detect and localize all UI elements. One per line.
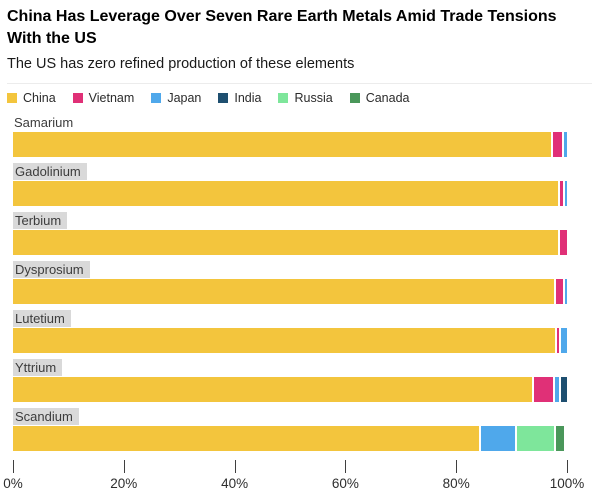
bar-segment-japan [481,426,518,452]
category-label-line: Samarium [13,114,567,131]
chart-row: Samarium [13,114,567,158]
bar-track [13,426,567,452]
bar-segment-vietnam [557,328,562,354]
category-label: Samarium [14,115,74,131]
legend-swatch-icon [7,93,17,104]
legend-label: Canada [365,91,410,106]
category-label-line: Scandium [13,408,567,426]
bar-segment-china [13,279,556,305]
header-divider [7,83,592,85]
axis-tick-label: 40% [221,476,249,492]
axis-tick [345,460,347,474]
legend-label: India [234,91,262,106]
bar-segment-vietnam [552,132,565,158]
axis-tick-label: 20% [110,476,138,492]
bar-segment-japan [555,377,561,403]
legend-swatch-icon [72,93,83,104]
bar-track [13,230,567,256]
legend-item-china: China [7,91,56,105]
bar-segment-japan [564,279,567,305]
axis-tick-label: 0% [3,476,23,492]
chart-title: China Has Leverage Over Seven Rare Earth… [7,8,557,47]
chart-row: Yttrium [13,359,567,403]
bar-segment-russia [517,426,556,452]
chart-row: Terbium [13,212,567,256]
category-label-line: Yttrium [13,359,567,377]
legend-swatch-icon [278,93,289,104]
bar-segment-china [13,377,534,403]
bar-segment-japan [564,181,567,207]
x-axis: 0% 20% 40% 60% 80% 100% [3,460,584,496]
axis-tick-label: 60% [331,476,359,492]
legend-label: China [23,91,56,106]
category-label-line: Terbium [13,212,567,230]
axis-tick-label: 80% [442,476,470,492]
bar-segment-china [13,328,558,354]
category-label: Scandium [13,408,79,426]
chart-rows: Samarium Gadolinium Terbium Dysprosium Lutet… [13,114,567,452]
chart-area: Samarium Gadolinium Terbium Dysprosium Lutet… [3,114,592,496]
axis-tick [123,460,125,474]
bar-track [13,328,567,354]
category-label-line: Gadolinium [13,163,567,181]
legend-swatch-icon [151,93,162,104]
bar-segment-vietnam [533,377,556,403]
category-label: Dysprosium [13,261,90,279]
legend-label: Vietnam [88,91,135,106]
axis-tick-label: 100% [549,476,585,492]
bar-segment-india [560,377,567,403]
category-label: Gadolinium [13,163,87,181]
chart-row: Scandium [13,408,567,452]
legend-label: Japan [167,91,202,106]
legend-item-canada: Canada [349,91,410,106]
bar-segment-vietnam [555,279,565,305]
bar-segment-vietnam [560,230,567,256]
axis-tick [234,460,236,474]
bar-segment-vietnam [560,181,565,207]
chart-row: Dysprosium [13,261,567,305]
bar-track [13,377,567,403]
bar-segment-china [13,426,482,452]
legend-item-india: India [218,91,261,105]
category-label: Yttrium [13,359,63,377]
chart-row: Lutetium [13,310,567,354]
bar-segment-china [13,132,553,158]
bar-segment-japan [561,328,567,354]
category-label: Terbium [13,212,68,230]
legend-swatch-icon [218,93,229,104]
category-label-line: Dysprosium [13,261,567,279]
legend-item-vietnam: Vietnam [72,91,135,106]
bar-segment-canada [555,426,565,452]
legend-swatch-icon [349,93,360,104]
axis-tick [567,460,568,474]
axis-tick [456,460,458,474]
bar-track [13,181,567,207]
bar-track [13,279,567,305]
chart-subtitle: The US has zero refined production of th… [7,56,355,73]
axis-tick [13,460,14,474]
chart-row: Gadolinium [13,163,567,207]
bar-track [13,132,567,158]
bar-segment-china [13,181,561,207]
category-label: Lutetium [13,310,71,328]
legend-item-japan: Japan [151,91,201,105]
legend: China Vietnam Japan India Russia Canada [7,91,592,105]
bar-segment-japan [564,132,567,158]
bar-segment-china [13,230,561,256]
legend-item-russia: Russia [278,91,333,106]
category-label-line: Lutetium [13,310,567,328]
legend-label: Russia [294,91,333,106]
